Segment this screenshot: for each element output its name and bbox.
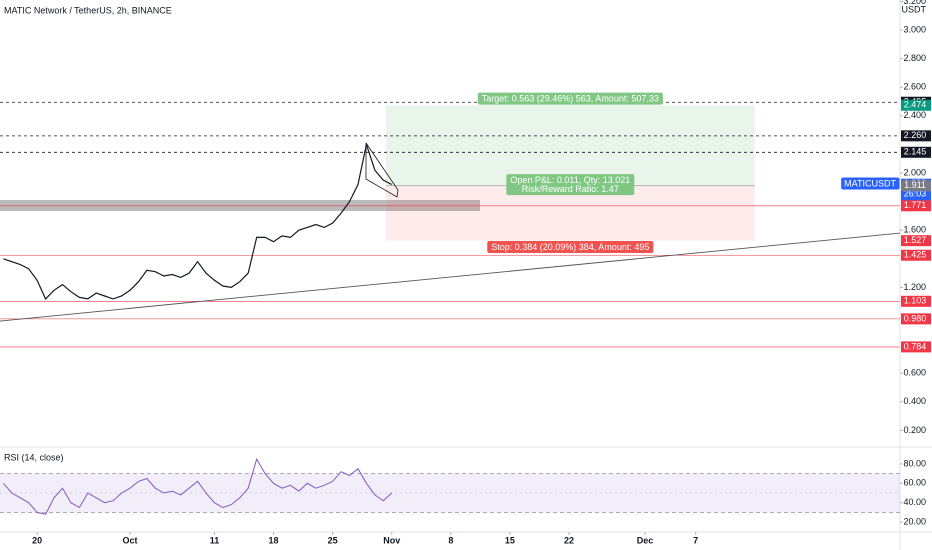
x-tick-label: 7 <box>693 535 698 545</box>
chart-title: MATIC Network / TetherUS, 2h, BINANCE <box>4 5 172 15</box>
position-label-bg <box>901 180 931 192</box>
position-label-bg <box>901 99 931 111</box>
label-bg <box>487 241 654 254</box>
x-tick-label: 22 <box>564 535 574 545</box>
wedge <box>365 142 399 198</box>
x-tick-label: Dec <box>637 535 654 545</box>
x-tick-label: 8 <box>448 535 453 545</box>
x-tick-label: Nov <box>383 535 400 545</box>
target-zone <box>385 105 755 186</box>
x-tick-label: 20 <box>32 535 42 545</box>
level-label-bg <box>901 249 931 261</box>
level-label-bg <box>901 341 931 353</box>
rsi-line <box>3 457 393 515</box>
y-tick-label: 0.600 <box>903 368 926 378</box>
x-tick-label: 18 <box>269 535 279 545</box>
x-tick-label: Oct <box>123 535 138 545</box>
y-tick-label: 0.200 <box>903 425 926 435</box>
trendline <box>0 232 901 322</box>
x-tick-label: 15 <box>505 535 515 545</box>
price-line <box>3 142 392 300</box>
y-tick-label: 3.200 <box>903 0 926 6</box>
pnl-label: Open P&L: 0.011, Qty: 13.021 <box>510 175 630 185</box>
level-label-bg <box>901 146 931 158</box>
y-tick-label: 3.000 <box>903 24 926 34</box>
x-tick-label: 11 <box>210 535 220 545</box>
rsi-tick-label: 60.00 <box>903 478 926 488</box>
pnl-label-bg <box>506 174 635 196</box>
level-label-bg <box>901 295 931 307</box>
x-tick-label: 25 <box>328 535 338 545</box>
position-label-bg <box>901 235 931 247</box>
rsi-tick-label: 80.00 <box>903 458 926 468</box>
target-label: Target: 0.563 (29.46%) 563, Amount: 507.… <box>482 94 659 104</box>
countdown: 26:03 <box>904 189 927 199</box>
level-label: 1.425 <box>904 250 927 260</box>
level-label-bg <box>901 313 931 325</box>
position-axis-label: 1.911 <box>904 180 926 190</box>
rsi-tick-label: 40.00 <box>903 497 926 507</box>
y-tick-label: 2.400 <box>903 110 926 120</box>
stop-label: Stop: 0.384 (20.09%) 384, Amount: 495 <box>491 242 649 252</box>
level-label: 2.145 <box>904 147 927 157</box>
rsi-title: RSI (14, close) <box>4 452 64 462</box>
level-label: 1.103 <box>904 296 927 306</box>
label-bg <box>841 177 900 190</box>
y-tick-label: 2.000 <box>903 167 926 177</box>
position-axis-label: 2.474 <box>904 100 927 110</box>
level-label: 1.771 <box>904 200 927 210</box>
currency: USDT <box>902 4 927 14</box>
symbol-label: MATICUSDT <box>844 179 896 189</box>
y-tick-label: 1.200 <box>903 282 926 292</box>
y-tick-label: 2.800 <box>903 53 926 63</box>
level-label-bg <box>901 130 931 142</box>
level-label-bg <box>901 200 931 212</box>
label-bg <box>477 92 663 105</box>
level-label: 2.260 <box>904 130 927 140</box>
rsi-tick-label: 20.00 <box>903 516 926 526</box>
level-label: 0.784 <box>904 341 927 351</box>
y-tick-label: 0.400 <box>903 396 926 406</box>
position-axis-label: 1.527 <box>904 235 927 245</box>
level-label: 0.980 <box>904 313 927 323</box>
y-tick-label: 1.600 <box>903 225 926 235</box>
rr-label: Risk/Reward Ratio: 1.47 <box>522 184 619 194</box>
y-tick-label: 2.600 <box>903 82 926 92</box>
